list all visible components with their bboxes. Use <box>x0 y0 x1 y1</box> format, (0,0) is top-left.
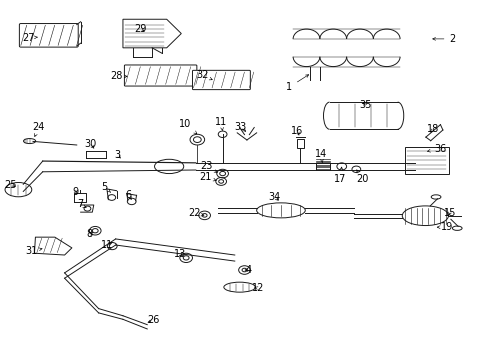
Text: 6: 6 <box>125 190 132 201</box>
Text: 29: 29 <box>134 24 146 34</box>
Text: 2: 2 <box>432 34 455 44</box>
Text: 17: 17 <box>333 167 346 184</box>
FancyBboxPatch shape <box>192 70 250 90</box>
Text: 27: 27 <box>22 33 37 43</box>
Text: 32: 32 <box>196 70 212 80</box>
Text: 9: 9 <box>72 187 78 197</box>
Bar <box>296 139 304 148</box>
Text: 35: 35 <box>358 100 370 110</box>
Ellipse shape <box>5 183 32 197</box>
Text: 1: 1 <box>285 75 308 92</box>
Text: 25: 25 <box>4 180 17 190</box>
Text: 20: 20 <box>356 170 368 184</box>
Text: 22: 22 <box>188 208 203 218</box>
Text: 15: 15 <box>443 208 455 218</box>
Ellipse shape <box>256 203 305 218</box>
Text: 28: 28 <box>110 71 127 81</box>
Ellipse shape <box>451 226 461 230</box>
Text: 26: 26 <box>146 315 159 325</box>
Bar <box>404 147 448 174</box>
Text: 3: 3 <box>114 150 120 160</box>
Ellipse shape <box>402 206 447 226</box>
Ellipse shape <box>23 139 36 144</box>
Text: 33: 33 <box>234 122 246 132</box>
Text: 8: 8 <box>87 229 93 239</box>
Ellipse shape <box>224 282 255 292</box>
FancyBboxPatch shape <box>124 65 197 86</box>
Text: 24: 24 <box>33 122 45 136</box>
FancyBboxPatch shape <box>20 23 78 47</box>
Text: 11: 11 <box>215 117 227 130</box>
Text: 19: 19 <box>436 222 452 232</box>
Text: 30: 30 <box>84 139 96 149</box>
Text: 36: 36 <box>427 144 445 154</box>
Ellipse shape <box>430 195 440 199</box>
Text: 21: 21 <box>199 172 216 182</box>
Text: 18: 18 <box>426 124 438 134</box>
Text: 11: 11 <box>101 240 113 250</box>
Text: 23: 23 <box>200 161 217 172</box>
Text: 12: 12 <box>251 283 264 293</box>
Text: 4: 4 <box>244 265 251 275</box>
Text: 5: 5 <box>101 182 110 192</box>
Text: 13: 13 <box>174 249 186 259</box>
Text: 16: 16 <box>290 126 303 136</box>
Text: 14: 14 <box>315 149 327 162</box>
Text: 7: 7 <box>77 199 86 209</box>
Text: 31: 31 <box>25 246 42 256</box>
Text: 10: 10 <box>179 118 196 134</box>
Polygon shape <box>122 19 181 48</box>
Text: 34: 34 <box>268 192 280 202</box>
Ellipse shape <box>154 159 183 174</box>
